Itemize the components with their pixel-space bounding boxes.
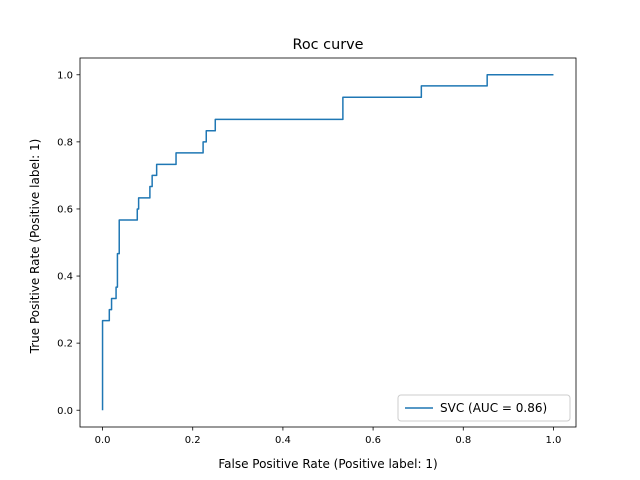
x-axis-label: False Positive Rate (Positive label: 1): [218, 457, 437, 471]
y-tick-label: 1.0: [57, 70, 73, 81]
x-tick-label: 0.0: [95, 435, 111, 446]
x-tick-label: 0.2: [185, 435, 201, 446]
y-tick-label: 0.2: [57, 339, 73, 350]
x-tick-label: 0.8: [455, 435, 471, 446]
legend-box: [397, 394, 571, 422]
y-axis-label: True Positive Rate (Positive label: 1): [28, 139, 42, 355]
y-tick-label: 0.0: [57, 406, 73, 417]
y-tick-label: 0.6: [57, 205, 73, 216]
x-axis-ticks: 0.0 0.2 0.4 0.6 0.8 1.0: [95, 427, 562, 446]
legend-label: SVC (AUC = 0.86): [440, 401, 547, 415]
y-tick-label: 0.4: [57, 272, 73, 283]
axes-frame: [79, 57, 577, 428]
y-tick-label: 0.8: [57, 137, 73, 148]
x-tick-label: 0.4: [275, 435, 291, 446]
roc-curve-line: [101, 74, 554, 411]
legend: SVC (AUC = 0.86): [397, 394, 571, 422]
y-axis-ticks: 0.0 0.2 0.4 0.6 0.8 1.0: [57, 70, 80, 417]
x-tick-label: 1.0: [546, 435, 562, 446]
plot-area: [79, 57, 577, 428]
x-tick-label: 0.6: [365, 435, 381, 446]
chart-title: Roc curve: [293, 37, 364, 53]
